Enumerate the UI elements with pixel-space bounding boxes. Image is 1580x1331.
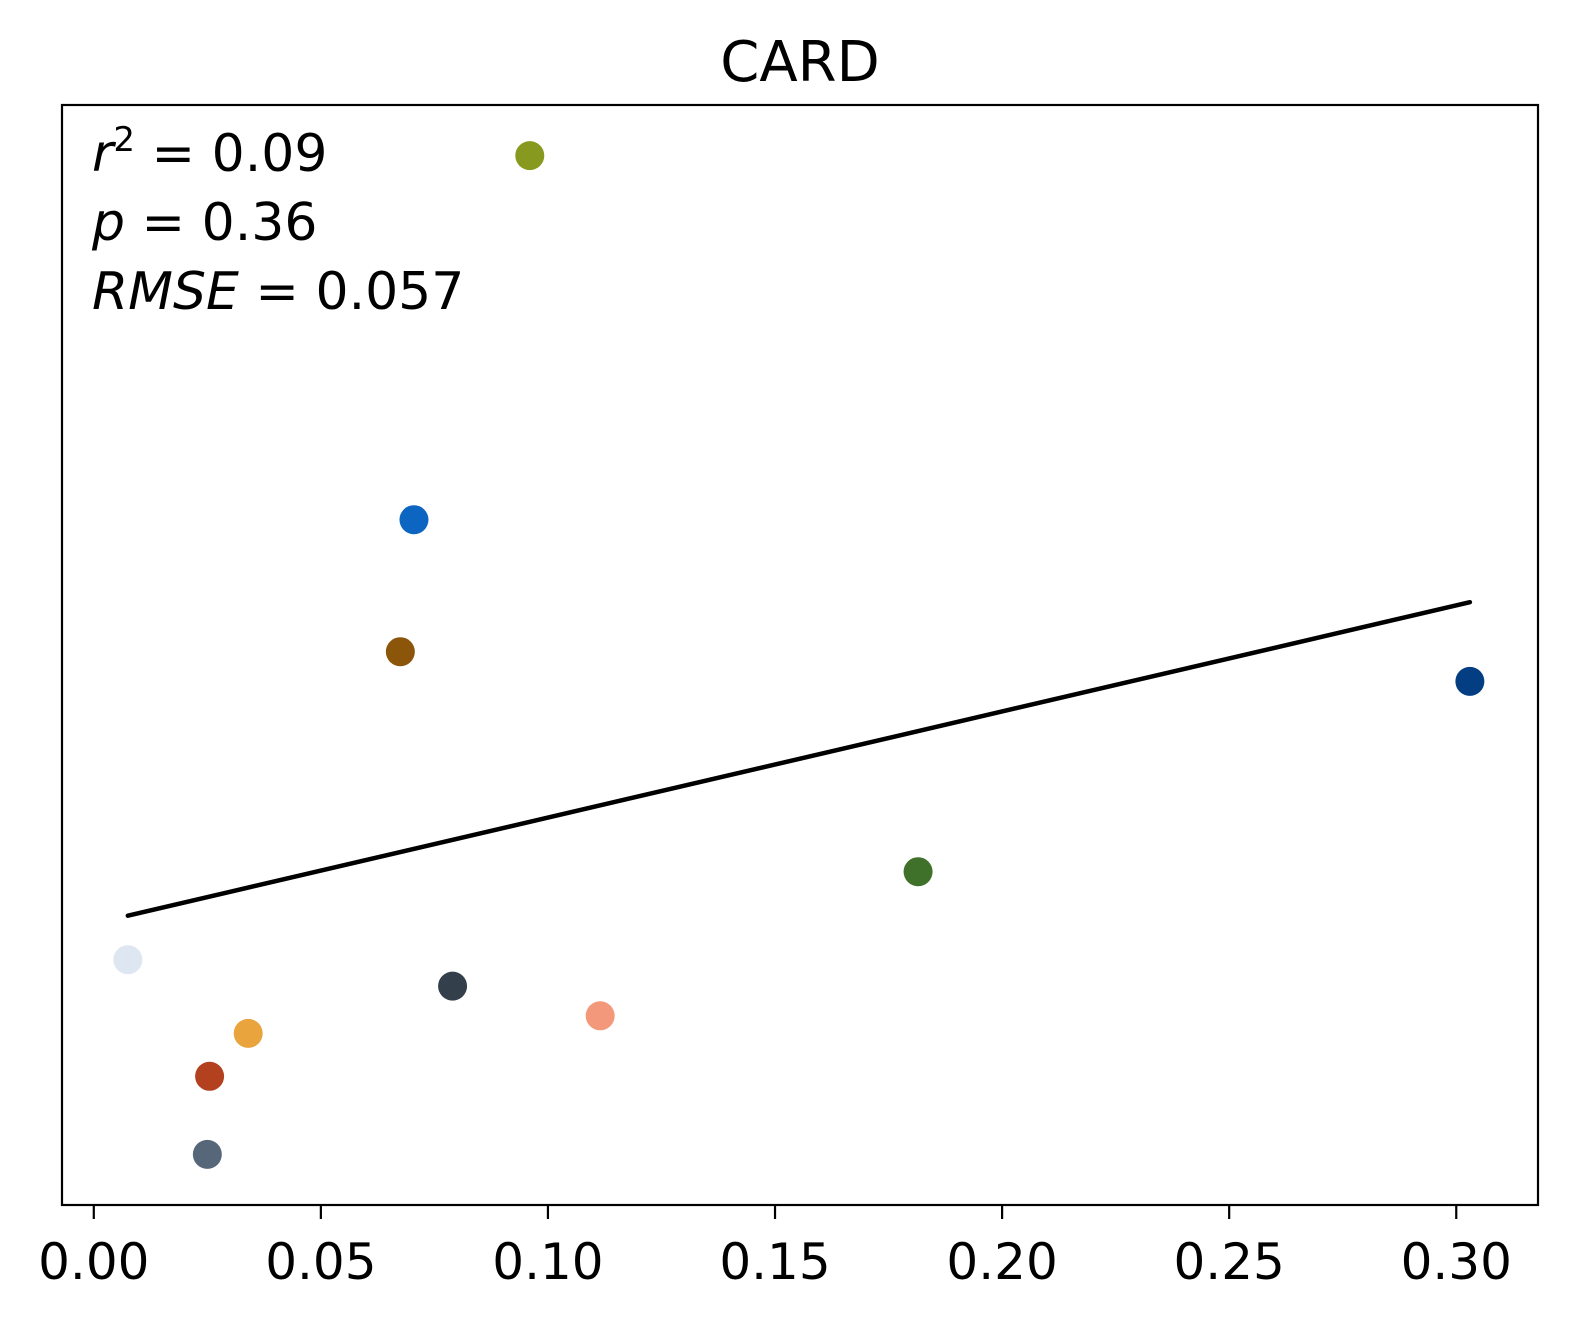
scatter-point-5 (903, 857, 933, 887)
x-axis: 0.00 0.05 0.10 0.15 0.20 0.25 0.30 (38, 1205, 1512, 1291)
r-squared-exponent: 2 (113, 120, 135, 160)
chart-marks (113, 141, 1485, 1169)
scatter-point-8 (585, 1001, 615, 1031)
x-tick-label-4: 0.15 (719, 1233, 830, 1291)
x-tick-label-1: 0.00 (38, 1233, 149, 1291)
scatter-point-11 (192, 1139, 222, 1169)
scatter-point-4 (1455, 666, 1485, 696)
p-value-annotation: p = 0.36 (91, 193, 317, 253)
x-tick-label-3: 0.10 (492, 1233, 603, 1291)
x-tick-label-5: 0.20 (946, 1233, 1057, 1291)
scatter-point-10 (195, 1061, 225, 1091)
chart-title: CARD (720, 30, 879, 95)
r-squared-value: = 0.09 (135, 124, 327, 184)
p-value-symbol: p (91, 193, 125, 253)
stats-annotation: r2 = 0.09 p = 0.36 RMSE = 0.057 (91, 120, 464, 322)
r-squared-symbol: r (92, 124, 117, 184)
scatter-point-1 (515, 141, 545, 171)
plot-frame (60, 103, 1540, 1207)
r-squared-annotation: r2 = 0.09 (92, 120, 327, 184)
scatter-point-7 (438, 971, 468, 1001)
scatter-point-3 (385, 637, 415, 667)
scatter-point-9 (233, 1018, 263, 1048)
x-tick-label-7: 0.30 (1401, 1233, 1512, 1291)
x-tick-label-6: 0.25 (1174, 1233, 1285, 1291)
scatter-point-2 (399, 505, 429, 535)
p-value-value: = 0.36 (125, 193, 317, 253)
scatter-point-6 (113, 945, 143, 975)
regression-line (125, 599, 1473, 918)
x-tick-label-2: 0.05 (265, 1233, 376, 1291)
rmse-annotation: RMSE = 0.057 (92, 262, 464, 322)
rmse-symbol: RMSE (92, 262, 239, 322)
rmse-value: = 0.057 (239, 262, 465, 322)
